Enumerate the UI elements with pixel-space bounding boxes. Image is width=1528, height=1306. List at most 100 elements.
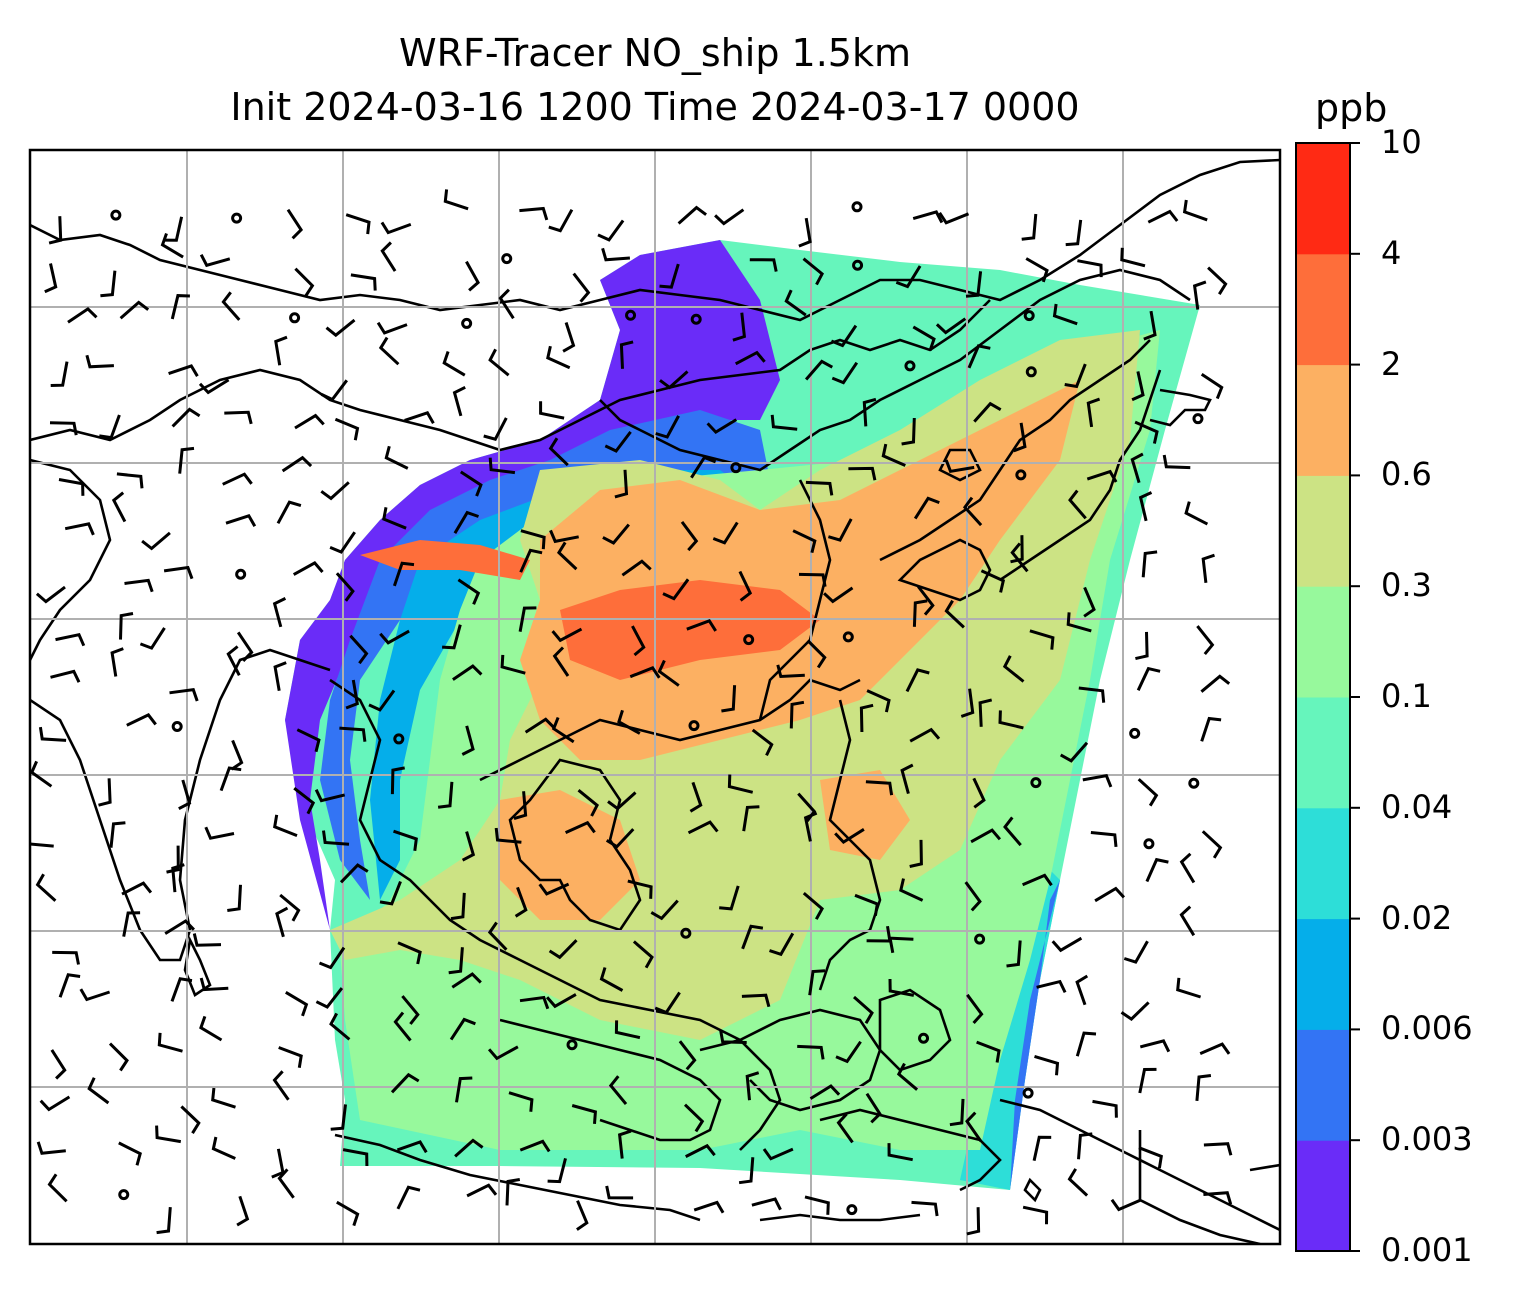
wind-barb xyxy=(1021,213,1038,241)
wind-barb xyxy=(47,1173,68,1203)
calm-wind-marker xyxy=(1129,727,1141,739)
wind-barb xyxy=(58,478,85,496)
wind-barb xyxy=(1201,830,1223,859)
wind-barb xyxy=(571,1104,597,1125)
wind-barb xyxy=(727,774,754,794)
wind-barb xyxy=(378,336,400,366)
wind-barb xyxy=(211,1136,236,1160)
wind-barb xyxy=(1179,852,1196,884)
calm-wind-marker xyxy=(743,634,755,646)
colorbar-unit-label: ppb xyxy=(1315,86,1388,130)
wind-barb xyxy=(769,932,795,957)
wind-barb xyxy=(1006,940,1022,968)
calm-wind-marker xyxy=(688,720,700,732)
wind-barb xyxy=(461,725,475,756)
wind-barb xyxy=(1203,1142,1233,1156)
wind-barb xyxy=(538,882,570,896)
wind-barb xyxy=(895,265,922,289)
wind-barb xyxy=(804,359,834,381)
calm-wind-marker xyxy=(1023,310,1035,322)
wind-barb xyxy=(494,827,522,844)
wind-barb xyxy=(401,995,420,1025)
wind-barb xyxy=(294,413,325,430)
wind-barb xyxy=(562,322,576,353)
wind-barb xyxy=(1064,363,1087,389)
wind-barb xyxy=(859,703,874,733)
calm-wind-marker xyxy=(566,1039,578,1051)
wind-barb xyxy=(160,232,184,259)
wind-barb xyxy=(454,1138,484,1158)
wind-barb xyxy=(508,1091,534,1112)
wind-barb xyxy=(461,831,476,862)
wind-barb xyxy=(835,1040,862,1064)
wind-barb xyxy=(276,500,302,525)
wind-barb xyxy=(848,466,877,481)
wind-barb xyxy=(1131,371,1145,402)
wind-barb xyxy=(802,891,825,920)
wind-barb xyxy=(853,995,874,1025)
colorbar-segment xyxy=(1296,697,1350,809)
colorbar-tick-label: 0.1 xyxy=(1381,677,1432,715)
wind-barb xyxy=(657,659,680,687)
wind-barb xyxy=(944,459,975,473)
wind-barb xyxy=(30,760,53,788)
wind-barb xyxy=(1138,1067,1157,1094)
calm-wind-marker xyxy=(1022,1087,1034,1099)
wind-barb xyxy=(899,878,924,902)
wind-barb xyxy=(549,529,579,544)
wind-barb xyxy=(109,821,126,848)
wind-barb xyxy=(683,1103,705,1133)
wind-barb xyxy=(896,1062,919,1091)
wind-barb xyxy=(379,880,402,906)
calm-wind-marker xyxy=(110,209,122,221)
wind-barb xyxy=(330,1104,347,1131)
wind-barb xyxy=(450,892,466,921)
wind-barb xyxy=(751,1197,782,1211)
wind-barb xyxy=(605,1185,634,1200)
wind-barb xyxy=(457,578,481,605)
wind-barb xyxy=(742,805,760,832)
wind-barb xyxy=(211,1087,236,1109)
wind-barb xyxy=(1013,422,1027,453)
wind-barb xyxy=(141,531,171,551)
wind-barb xyxy=(887,1143,913,1162)
wind-barb xyxy=(1110,1198,1142,1212)
wind-barb xyxy=(163,565,194,580)
wind-barb xyxy=(1200,674,1231,693)
wind-barb xyxy=(599,967,624,992)
wind-barb xyxy=(1138,1146,1163,1169)
wind-barb xyxy=(339,863,369,884)
calm-wind-marker xyxy=(118,1189,130,1201)
wind-barb xyxy=(1036,979,1067,994)
wind-barb xyxy=(806,639,827,669)
wind-barb xyxy=(390,766,405,795)
wind-barb xyxy=(1145,857,1169,883)
wind-barb xyxy=(548,939,578,960)
wind-barb xyxy=(1201,553,1215,583)
wind-barb xyxy=(1184,501,1209,526)
wind-barb xyxy=(226,645,241,676)
wind-barb xyxy=(487,1045,519,1061)
colorbar-tick-label: 0.04 xyxy=(1381,787,1453,826)
wind-barb xyxy=(329,1012,351,1041)
wind-barb xyxy=(745,1071,760,1101)
colorbar-segment xyxy=(1296,253,1350,366)
wind-barb xyxy=(602,523,630,545)
colorbar-border xyxy=(1295,142,1351,1252)
wind-barb xyxy=(1051,936,1083,953)
wind-barb xyxy=(1130,452,1144,484)
wind-barb xyxy=(121,881,153,896)
wind-barb xyxy=(685,1143,716,1158)
wind-barb xyxy=(449,1017,476,1041)
map-frame-border xyxy=(28,148,1282,1246)
wind-barb xyxy=(650,899,679,921)
wind-barb xyxy=(524,717,556,734)
wind-barb xyxy=(547,1158,567,1184)
wind-barb xyxy=(519,1139,551,1153)
calm-wind-marker xyxy=(171,720,183,732)
wind-barb xyxy=(935,317,967,335)
wind-barb xyxy=(614,1020,641,1040)
wind-barb xyxy=(1090,831,1118,848)
wind-barb xyxy=(1200,372,1224,400)
